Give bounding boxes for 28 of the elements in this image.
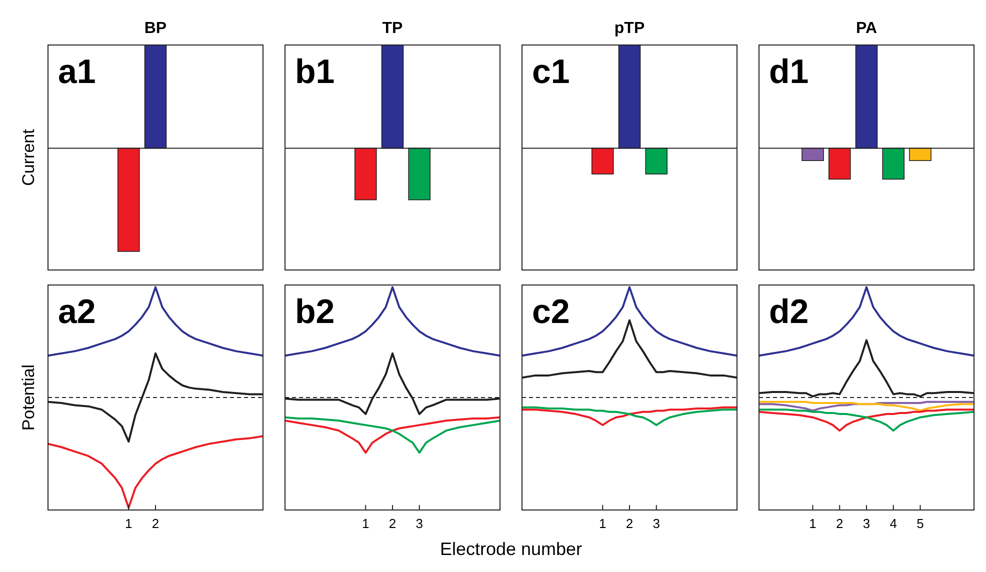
x-tick-label: 1: [809, 516, 816, 531]
annotation: a1: [58, 53, 96, 91]
annotation: b1: [295, 53, 335, 91]
x-tick-label: 4: [890, 516, 897, 531]
annotation: b2: [295, 293, 335, 331]
x-tick-label: 2: [626, 516, 634, 531]
x-tick-label: 3: [416, 516, 423, 531]
x-tick-label: 1: [125, 516, 132, 531]
x-tick-label: 1: [599, 516, 606, 531]
chart-title: TP: [382, 20, 404, 37]
x-tick-label: 5: [916, 516, 924, 531]
y-axis-title: Current: [19, 128, 38, 186]
annotation: c1: [532, 53, 570, 91]
x-tick-label: 2: [388, 516, 396, 531]
x-axis-title: Electrode number: [440, 539, 582, 559]
x-tick-label: 1: [362, 516, 370, 531]
chart-title: BP: [144, 20, 167, 37]
x-tick-label: 3: [862, 516, 870, 531]
x-tick-label: 2: [836, 516, 844, 531]
annotation: d2: [769, 293, 809, 331]
x-tick-label: 2: [152, 516, 160, 531]
chart-title: pTP: [614, 20, 645, 37]
annotation: c2: [532, 293, 570, 331]
y-axis-title: Potential: [19, 364, 38, 431]
x-tick-label: 3: [652, 516, 660, 531]
chart-title: PA: [856, 20, 878, 37]
annotation: d1: [769, 53, 809, 91]
annotation: a2: [58, 293, 96, 331]
